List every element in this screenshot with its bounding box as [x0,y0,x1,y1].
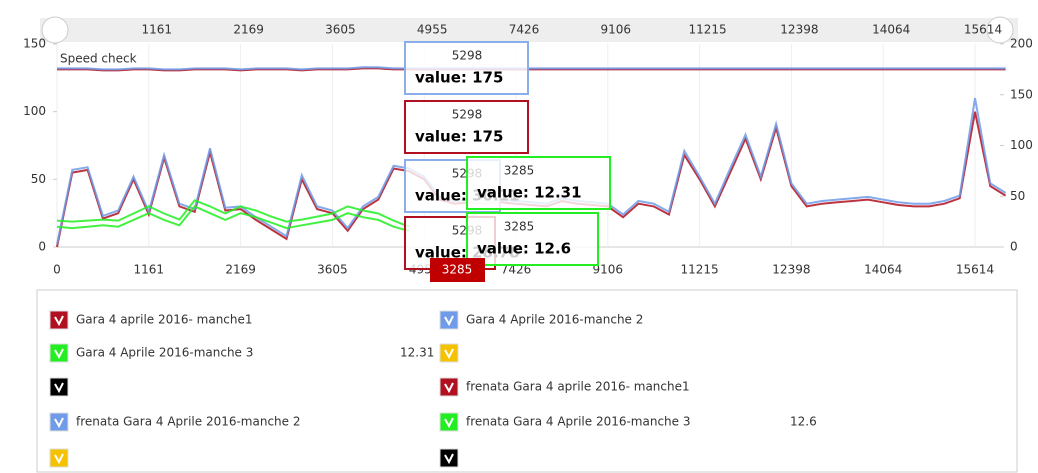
scroll-grip[interactable] [986,16,1014,44]
x-tick-label: 14064 [864,263,902,277]
x-tick-label: 12398 [772,263,810,277]
balloon [466,156,611,210]
legend-marker[interactable] [49,343,69,363]
x-tick-label: 9106 [593,263,624,277]
legend-marker[interactable] [439,412,459,432]
legend-check [54,453,64,465]
legend-check [444,453,454,465]
x-tick-label: 3605 [317,263,348,277]
y-tick-label: 50 [31,172,46,186]
x-tick-label: 1161 [134,263,165,277]
scrollbar-label: 4955 [417,23,448,37]
cursor-label-bg [430,258,485,282]
scrollbar-label: 15614 [964,23,1002,37]
scrollbar-label: 12398 [780,23,818,37]
scrollbar [40,18,1018,42]
y2-tick-label: 200 [1010,37,1033,51]
legend-marker[interactable] [439,343,459,363]
legend-marker[interactable] [49,412,69,432]
legend-marker[interactable] [439,310,459,330]
balloon-text: value: 175 [415,69,503,87]
y2-tick-label: 0 [1010,240,1018,254]
balloon-title: 5298 [452,49,483,63]
legend-label: frenata Gara 4 Aprile 2016-manche 3 [466,415,691,429]
cursor-label: 3285 [442,263,473,277]
balloon [466,212,599,266]
legend-check [54,382,64,394]
x-tick-label: 0 [53,263,61,277]
legend-label: Gara 4 Aprile 2016-manche 3 [76,346,253,360]
balloon-title: 3285 [504,220,535,234]
legend-value: 12.6 [790,415,817,429]
legend-label: frenata Gara 4 Aprile 2016-manche 2 [76,415,301,429]
legend-marker[interactable] [439,448,459,468]
balloon [404,100,529,154]
x-tick-label: 11215 [681,263,719,277]
y-tick-label: 150 [23,37,46,51]
balloon-title: 5298 [452,108,483,122]
scrollbar-label: 14064 [872,23,910,37]
balloon-title: 3285 [504,164,535,178]
scrollbar-label: 3605 [325,23,356,37]
legend-label: frenata Gara 4 aprile 2016- manche1 [466,380,690,394]
y-tick-label: 100 [23,104,46,118]
legend-check [444,382,454,394]
scrollbar-label: 9106 [601,23,632,37]
legend-value: 12.31 [400,346,434,360]
balloon [404,41,529,95]
y2-tick-label: 50 [1010,189,1025,203]
balloon-text: value: 12.31 [477,184,582,202]
legend-marker[interactable] [49,310,69,330]
scrollbar-label: 1161 [142,23,173,37]
scroll-grip[interactable] [41,16,69,44]
y-tick-label: 0 [38,240,46,254]
series-line [56,199,410,228]
y2-tick-label: 150 [1010,87,1033,101]
balloon-text: value: 175 [415,128,503,146]
legend-marker[interactable] [49,448,69,468]
legend-label: Gara 4 aprile 2016- manche1 [76,313,253,327]
legend-label: Gara 4 Aprile 2016-manche 2 [466,313,643,327]
scrollbar-label: 2169 [233,23,264,37]
scrollbar-label: 7426 [509,23,540,37]
chart-title: Speed check [60,52,137,66]
legend-marker[interactable] [439,377,459,397]
legend-marker[interactable] [49,377,69,397]
series-line [56,205,410,232]
legend-box [36,289,1018,473]
legend-check [54,315,64,327]
legend-check [54,417,64,429]
x-tick-label: 2169 [225,263,256,277]
legend-check [444,348,454,360]
legend-check [444,417,454,429]
balloon-text: value: 12.6 [477,240,571,258]
x-tick-label: 15614 [956,263,994,277]
scrollbar-label: 11215 [689,23,727,37]
legend-check [54,348,64,360]
legend-check [444,315,454,327]
y2-tick-label: 100 [1010,138,1033,152]
series-line [57,66,1006,71]
